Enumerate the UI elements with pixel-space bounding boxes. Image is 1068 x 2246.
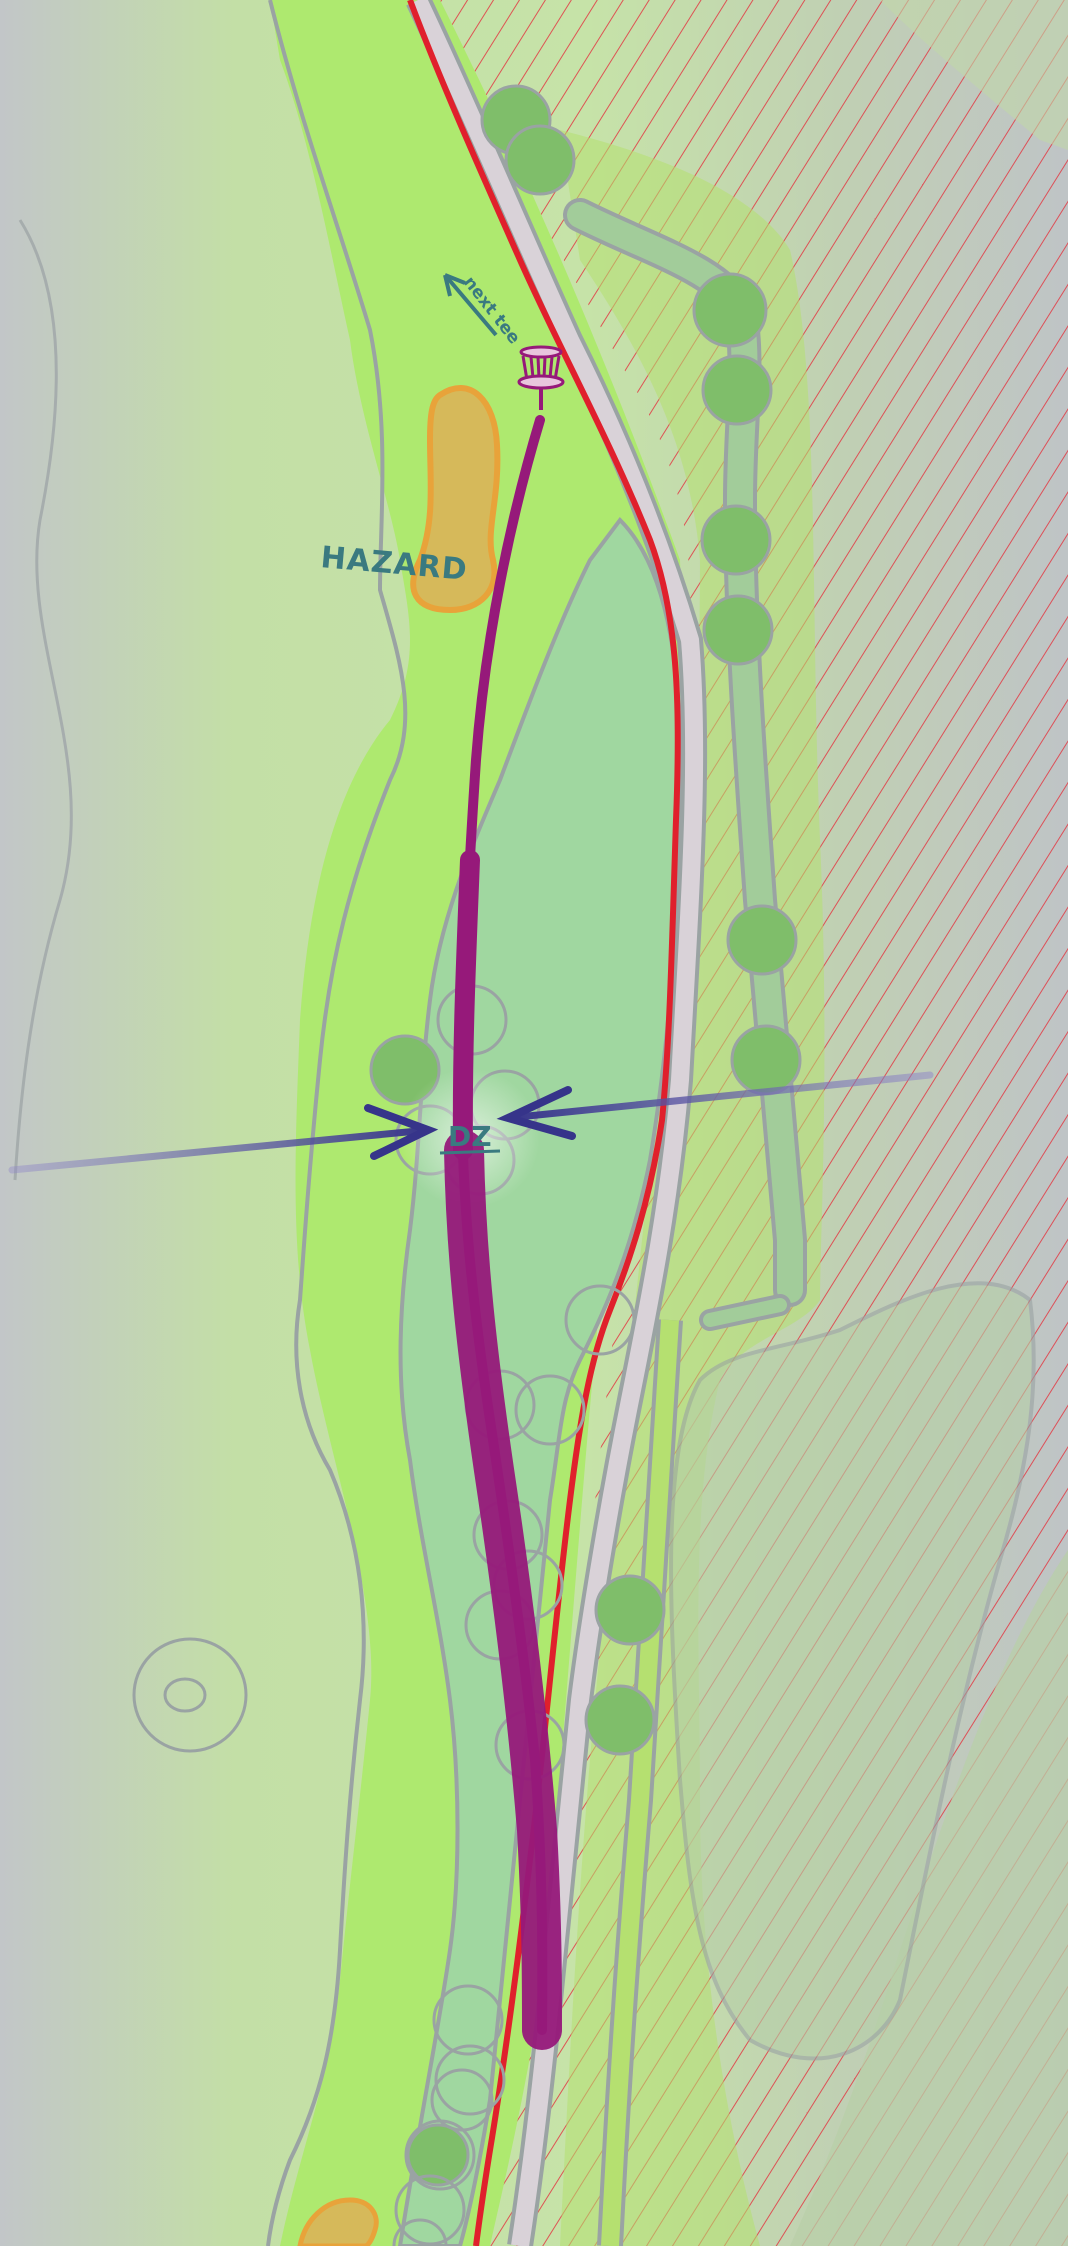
right-rough-zone	[790, 1550, 1068, 2246]
tree	[564, 1284, 636, 1356]
flight-path-thick	[444, 1130, 562, 2050]
tree	[584, 1684, 656, 1756]
trees-filled	[369, 84, 802, 2187]
tree	[406, 2123, 470, 2187]
tree	[432, 1984, 504, 2056]
fairway-outline	[266, 0, 408, 2246]
dz-arrow-icon	[8, 1071, 934, 1174]
drop-zone-label: DZ	[448, 1120, 492, 1153]
tree	[726, 904, 798, 976]
hazard-area	[410, 385, 501, 614]
tree	[404, 2119, 476, 2191]
tree	[394, 2174, 466, 2246]
tree	[701, 354, 773, 426]
left-contour-line	[13, 219, 73, 1181]
next-tee-arrow-icon	[443, 273, 498, 337]
marker-ring	[132, 1637, 248, 1753]
tree	[369, 1034, 441, 1106]
right-landing-lobe	[669, 1281, 1036, 2061]
tree	[730, 1024, 802, 1096]
tree	[434, 2044, 506, 2116]
tree	[514, 1374, 586, 1446]
drop-zone-underline	[439, 1149, 501, 1155]
tree	[692, 272, 768, 348]
tree	[702, 594, 774, 666]
flight-path-mid	[452, 850, 480, 1160]
tree	[700, 504, 772, 576]
small-path-stub-fill	[703, 1298, 787, 1327]
tree	[594, 1574, 666, 1646]
hazard-area-bottom	[297, 2197, 379, 2246]
right-rough-zone-top	[880, 0, 1068, 150]
tree	[504, 124, 576, 196]
basket-icon	[517, 345, 565, 410]
tree	[392, 2218, 448, 2246]
lower-path-branch-fill	[601, 1319, 679, 2246]
